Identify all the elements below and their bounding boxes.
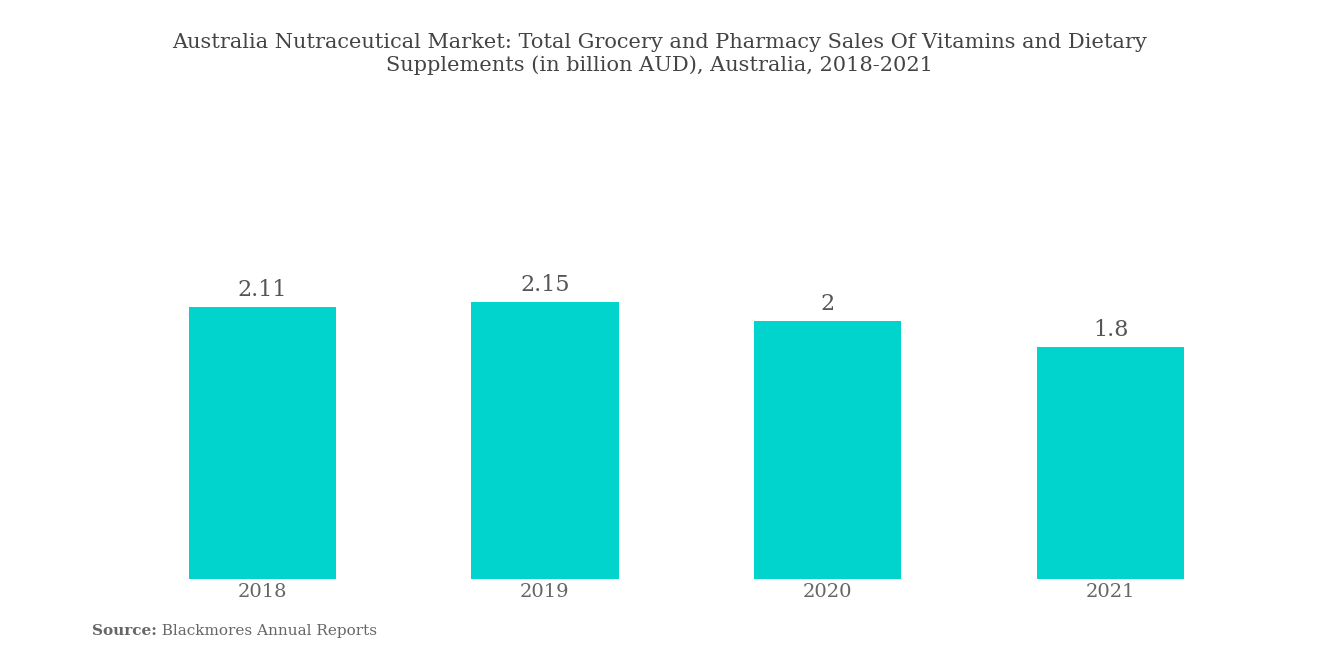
Bar: [754, 321, 902, 579]
Bar: [189, 307, 335, 579]
Text: 2.15: 2.15: [520, 274, 570, 296]
Text: 1.8: 1.8: [1093, 319, 1129, 341]
Bar: [1038, 346, 1184, 579]
Text: Australia Nutraceutical Market: Total Grocery and Pharmacy Sales Of Vitamins and: Australia Nutraceutical Market: Total Gr…: [173, 33, 1147, 75]
Text: Source:: Source:: [92, 624, 157, 638]
Bar: [471, 301, 619, 579]
Text: 2: 2: [821, 293, 834, 315]
Text: Blackmores Annual Reports: Blackmores Annual Reports: [152, 624, 376, 638]
Text: 2.11: 2.11: [238, 279, 286, 301]
